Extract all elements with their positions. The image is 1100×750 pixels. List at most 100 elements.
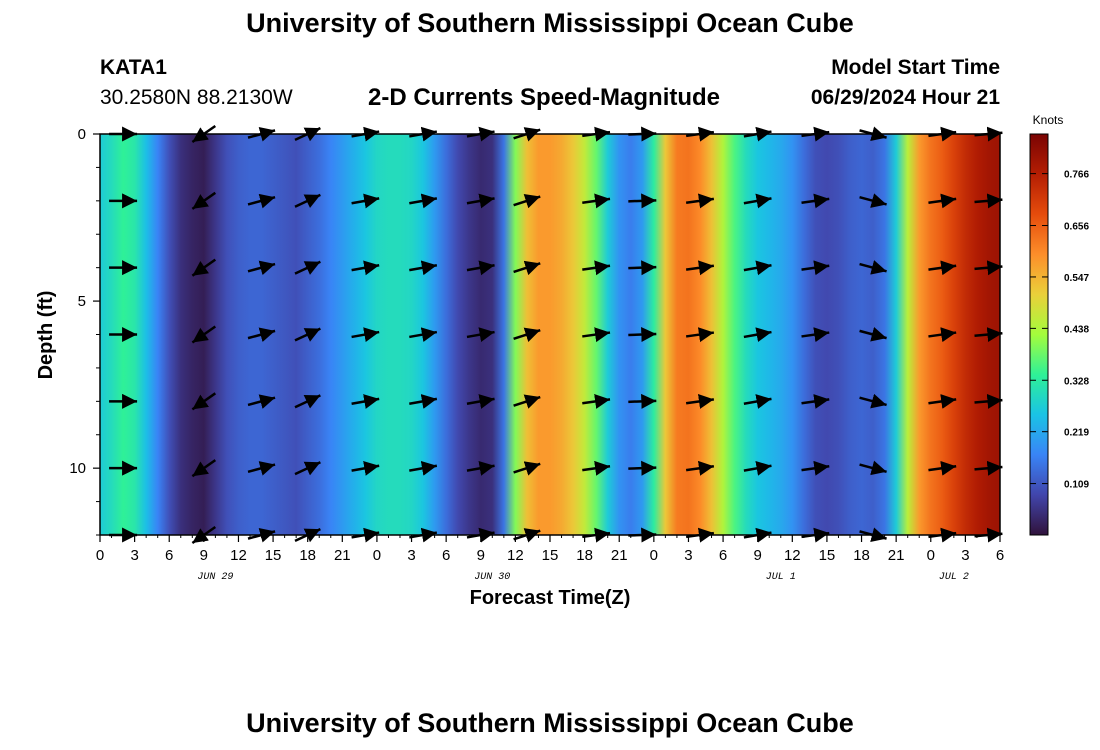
current-vector (409, 327, 438, 343)
current-vector (801, 260, 830, 276)
y-axis-label: Depth (ft) (35, 291, 57, 380)
current-vector (628, 327, 657, 343)
current-vector (351, 327, 380, 343)
x-tick-label: 21 (888, 547, 905, 564)
station-name: KATA1 (100, 56, 167, 79)
current-vector (974, 460, 1003, 476)
current-vector (582, 460, 611, 476)
date-label: JUN 29 (197, 572, 233, 583)
current-vector (466, 327, 495, 343)
current-vector (466, 193, 495, 209)
x-axis-label: Forecast Time(Z) (470, 587, 631, 609)
current-vector (685, 460, 715, 476)
current-vector (351, 460, 380, 476)
x-tick-label: 15 (819, 547, 836, 564)
y-tick-label: 10 (69, 460, 86, 477)
x-tick-label: 15 (542, 547, 559, 564)
current-vector (466, 394, 495, 409)
current-vector (801, 193, 830, 209)
current-vector (974, 193, 1003, 209)
colorbar-tick-label: 0.219 (1064, 428, 1089, 439)
colorbar-tick-label: 0.109 (1064, 480, 1089, 491)
current-vector (294, 193, 321, 209)
current-vector (466, 260, 495, 276)
current-vector (351, 394, 380, 409)
current-vector (409, 394, 438, 409)
current-vector (191, 325, 217, 344)
x-tick-label: 3 (130, 547, 138, 564)
current-vector (294, 327, 321, 342)
current-vector (859, 460, 887, 476)
current-vector (928, 460, 957, 476)
x-axis: 0 3 6 9 12 15 18 21 0 3 6 9 12 15 18 21 0 3 6 9 12 15 18 21 0 3 6 J… (96, 535, 1004, 583)
y-tick-label: 5 (78, 293, 86, 310)
current-vector (409, 460, 438, 476)
colorbar-tick-label: 0.328 (1064, 376, 1089, 387)
current-vector (247, 193, 276, 209)
model-start-value: 06/29/2024 Hour 21 (810, 86, 1000, 109)
current-vector (974, 260, 1003, 276)
current-vector (859, 326, 887, 342)
current-vector (801, 327, 830, 343)
x-tick-label: 15 (265, 547, 282, 564)
x-tick-label: 18 (299, 547, 316, 564)
current-vector (294, 461, 321, 476)
current-vector (247, 394, 276, 409)
x-tick-label: 6 (996, 547, 1004, 564)
x-tick-label: 0 (927, 547, 935, 564)
x-tick-label: 9 (200, 547, 208, 564)
current-vector (582, 260, 611, 276)
x-tick-label: 9 (754, 547, 762, 564)
x-tick-label: 18 (853, 547, 870, 564)
x-tick-label: 21 (611, 547, 628, 564)
colorbar-label: Knots (1033, 113, 1064, 127)
current-vector (247, 260, 276, 276)
x-tick-label: 6 (442, 547, 450, 564)
current-vector (247, 461, 276, 476)
plot-title: 2-D Currents Speed-Magnitude (368, 84, 721, 111)
current-vector (928, 394, 957, 409)
x-tick-label: 21 (334, 547, 351, 564)
footer-title: University of Southern Mississippi Ocean… (246, 708, 854, 738)
colorbar-tick-label: 0.547 (1064, 273, 1089, 284)
current-vector (628, 260, 657, 276)
current-vector (974, 393, 1003, 409)
date-label: JUN 30 (474, 572, 510, 583)
current-vector (859, 193, 887, 208)
current-vector (191, 459, 217, 478)
colorbar-tick-label: 0.438 (1064, 324, 1089, 335)
colorbar-ticks: 0.109 0.219 0.328 0.438 0.547 0.656 0.766 (1030, 170, 1089, 491)
current-vector (743, 193, 772, 209)
current-vector (685, 193, 715, 209)
current-vector (743, 260, 772, 276)
current-vector (685, 260, 715, 276)
current-vector (743, 327, 772, 343)
current-vector (409, 193, 438, 209)
x-tick-label: 12 (507, 547, 524, 564)
current-vector (685, 394, 715, 409)
x-tick-label: 0 (96, 547, 104, 564)
current-vector (685, 327, 715, 343)
x-tick-label: 12 (230, 547, 247, 564)
current-vector (513, 461, 541, 476)
current-vector (294, 260, 321, 275)
colorbar (1029, 133, 1049, 536)
current-vector (191, 392, 217, 411)
current-vector (801, 394, 830, 409)
current-vector (628, 393, 657, 409)
y-tick-label: 0 (78, 126, 86, 143)
current-vector (582, 193, 611, 209)
date-label: JUL 1 (766, 572, 796, 583)
speed-heatmap (100, 134, 1000, 535)
x-tick-label: 18 (576, 547, 593, 564)
date-label: JUL 2 (939, 572, 969, 583)
x-tick-label: 6 (719, 547, 727, 564)
current-vector (247, 327, 276, 343)
current-vector (928, 327, 957, 343)
current-vector (628, 193, 657, 209)
current-vector (743, 394, 772, 409)
x-tick-label: 0 (373, 547, 381, 564)
current-vector (409, 260, 438, 276)
current-vector (928, 193, 957, 209)
